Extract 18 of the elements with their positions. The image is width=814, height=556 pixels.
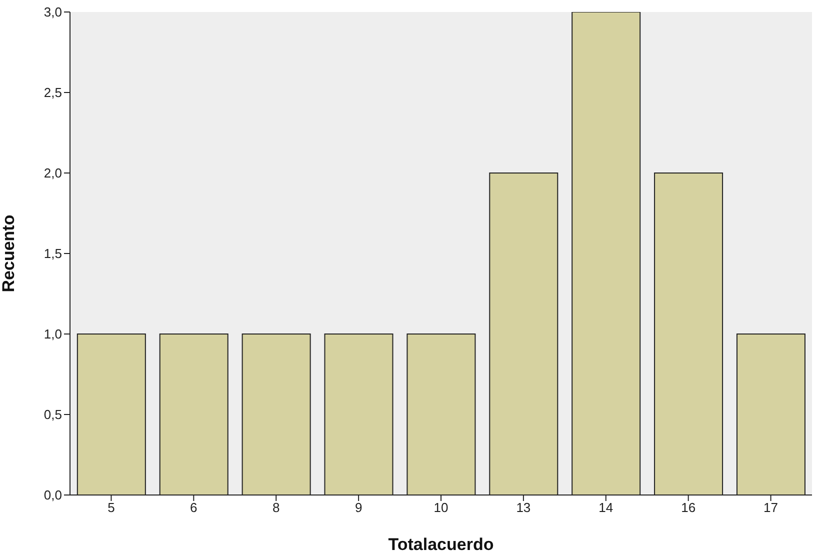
y-tick-label: 3,0	[44, 4, 62, 20]
x-tick-label: 9	[354, 500, 362, 516]
x-tick-label: 6	[190, 500, 198, 516]
x-tick-label: 13	[516, 500, 531, 516]
y-tick-label: 1,5	[44, 246, 62, 262]
x-tick-label: 16	[681, 500, 696, 516]
y-tick-label: 2,0	[44, 166, 62, 181]
y-tick-label: 0,0	[44, 488, 62, 503]
y-tick-label: 1,0	[44, 326, 62, 342]
x-tick-label: 10	[434, 500, 448, 516]
x-tick-label: 17	[764, 500, 778, 516]
y-axis-title: Recuento	[0, 214, 18, 292]
y-tick-label: 2,5	[44, 85, 62, 100]
x-axis-title: Totalacuerdo	[388, 535, 494, 554]
y-tick-label: 0,5	[44, 407, 62, 422]
x-tick-label: 14	[598, 500, 614, 516]
x-tick-label: 5	[108, 500, 115, 516]
x-tick-label: 8	[272, 500, 280, 516]
